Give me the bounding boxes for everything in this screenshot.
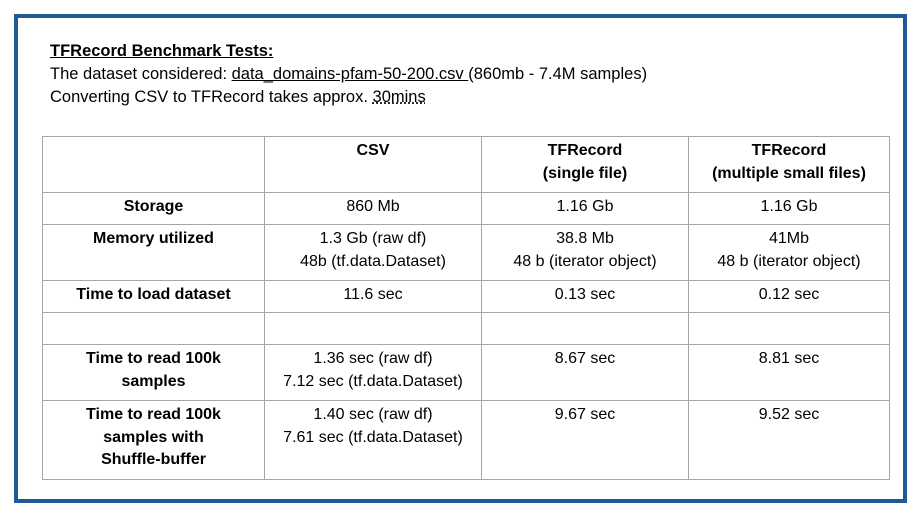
read-label-line1: Time to read 100k	[86, 350, 221, 367]
storage-csv-value: 860 Mb	[346, 198, 400, 215]
header-tf-single-line2: (single file)	[542, 164, 628, 182]
memory-tf-single-line1: 38.8 Mb	[556, 230, 614, 247]
header-cell-empty	[42, 136, 265, 193]
memory-tf-multi-line2: 48 b (iterator object)	[717, 252, 861, 270]
row-label-storage: Storage	[42, 192, 265, 225]
header-cell-tfrecord-multi: TFRecord (multiple small files)	[688, 136, 890, 193]
read-csv-line2: 7.12 sec (tf.data.Dataset)	[283, 372, 463, 390]
header-tf-single-line1: TFRecord	[547, 142, 623, 159]
cell-read-tf-multi: 8.81 sec	[688, 344, 890, 401]
storage-label: Storage	[123, 198, 184, 215]
storage-tf-single-value: 1.16 Gb	[556, 198, 614, 215]
cell-storage-tf-single: 1.16 Gb	[481, 192, 689, 225]
benchmark-title: TFRecord Benchmark Tests:	[50, 40, 647, 63]
memory-label: Memory utilized	[93, 230, 214, 247]
cell-memory-tf-single: 38.8 Mb 48 b (iterator object)	[481, 224, 689, 281]
title-text: TFRecord Benchmark Tests:	[50, 42, 274, 60]
cell-storage-tf-multi: 1.16 Gb	[688, 192, 890, 225]
cell-empty-4	[688, 312, 890, 345]
cell-memory-tf-multi: 41Mb 48 b (iterator object)	[688, 224, 890, 281]
memory-csv-line2: 48b (tf.data.Dataset)	[300, 252, 446, 270]
convert-time: 30mins	[372, 88, 426, 106]
shuffle-label-line3: Shuffle-buffer	[101, 451, 206, 468]
table-row-storage: Storage 860 Mb 1.16 Gb 1.16 Gb	[42, 192, 890, 225]
row-label-memory: Memory utilized	[42, 224, 265, 281]
cell-load-tf-multi: 0.12 sec	[688, 280, 890, 313]
memory-tf-multi-line1: 41Mb	[768, 230, 810, 247]
read-csv-line1: 1.36 sec (raw df)	[313, 350, 433, 367]
cell-empty-2	[264, 312, 482, 345]
dataset-prefix: The dataset considered:	[50, 65, 232, 83]
load-label: Time to load dataset	[76, 286, 231, 303]
cell-shuffle-tf-single: 9.67 sec	[481, 400, 689, 480]
header-tf-multi-line1: TFRecord	[751, 142, 827, 159]
storage-tf-multi-value: 1.16 Gb	[760, 198, 818, 215]
convert-prefix: Converting CSV to TFRecord takes approx.	[50, 88, 373, 106]
load-csv-value: 11.6 sec	[343, 286, 403, 303]
cell-load-csv: 11.6 sec	[264, 280, 482, 313]
read-label-line2: samples	[121, 372, 186, 390]
shuffle-label-line1: Time to read 100k	[86, 406, 221, 423]
dataset-file-link[interactable]: data_domains-pfam-50-200.csv	[231, 65, 469, 83]
cell-memory-csv: 1.3 Gb (raw df) 48b (tf.data.Dataset)	[264, 224, 482, 281]
cell-empty-3	[481, 312, 689, 345]
read-tf-multi-value: 8.81 sec	[758, 350, 820, 367]
row-label-shuffle: Time to read 100k samples with Shuffle-b…	[42, 400, 265, 480]
cell-storage-csv: 860 Mb	[264, 192, 482, 225]
row-label-read: Time to read 100k samples	[42, 344, 265, 401]
table-row-read: Time to read 100k samples 1.36 sec (raw …	[42, 344, 890, 401]
header-cell-csv: CSV	[264, 136, 482, 193]
shuffle-csv-line1: 1.40 sec (raw df)	[313, 406, 433, 423]
shuffle-csv-line2: 7.61 sec (tf.data.Dataset)	[283, 428, 463, 446]
table-row-load: Time to load dataset 11.6 sec 0.13 sec 0…	[42, 280, 890, 313]
table-row-memory: Memory utilized 1.3 Gb (raw df) 48b (tf.…	[42, 224, 890, 281]
header-text-block: TFRecord Benchmark Tests: The dataset co…	[50, 40, 647, 109]
benchmark-table: CSV TFRecord (single file) TFRecord (mul…	[42, 136, 890, 480]
dataset-suffix: (860mb - 7.4M samples)	[468, 65, 648, 83]
row-label-load: Time to load dataset	[42, 280, 265, 313]
cell-empty-1	[42, 312, 265, 345]
slide-frame: TFRecord Benchmark Tests: The dataset co…	[14, 14, 907, 503]
table-row-shuffle: Time to read 100k samples with Shuffle-b…	[42, 400, 890, 480]
shuffle-label-line2: samples with	[103, 428, 204, 446]
cell-shuffle-tf-multi: 9.52 sec	[688, 400, 890, 480]
table-row-empty	[42, 312, 890, 345]
dataset-line: The dataset considered: data_domains-pfa…	[50, 63, 647, 86]
header-cell-tfrecord-single: TFRecord (single file)	[481, 136, 689, 193]
shuffle-tf-multi-value: 9.52 sec	[758, 406, 820, 423]
memory-csv-line1: 1.3 Gb (raw df)	[319, 230, 427, 247]
table-header-row: CSV TFRecord (single file) TFRecord (mul…	[42, 136, 890, 193]
cell-shuffle-csv: 1.40 sec (raw df) 7.61 sec (tf.data.Data…	[264, 400, 482, 480]
cell-load-tf-single: 0.13 sec	[481, 280, 689, 313]
load-tf-multi-value: 0.12 sec	[758, 286, 820, 303]
cell-read-csv: 1.36 sec (raw df) 7.12 sec (tf.data.Data…	[264, 344, 482, 401]
memory-tf-single-line2: 48 b (iterator object)	[513, 252, 657, 270]
load-tf-single-value: 0.13 sec	[554, 286, 616, 303]
shuffle-tf-single-value: 9.67 sec	[554, 406, 616, 423]
header-tf-multi-line2: (multiple small files)	[712, 164, 866, 182]
read-tf-single-value: 8.67 sec	[554, 350, 616, 367]
cell-read-tf-single: 8.67 sec	[481, 344, 689, 401]
header-csv-line1: CSV	[356, 142, 390, 159]
convert-line: Converting CSV to TFRecord takes approx.…	[50, 86, 647, 109]
